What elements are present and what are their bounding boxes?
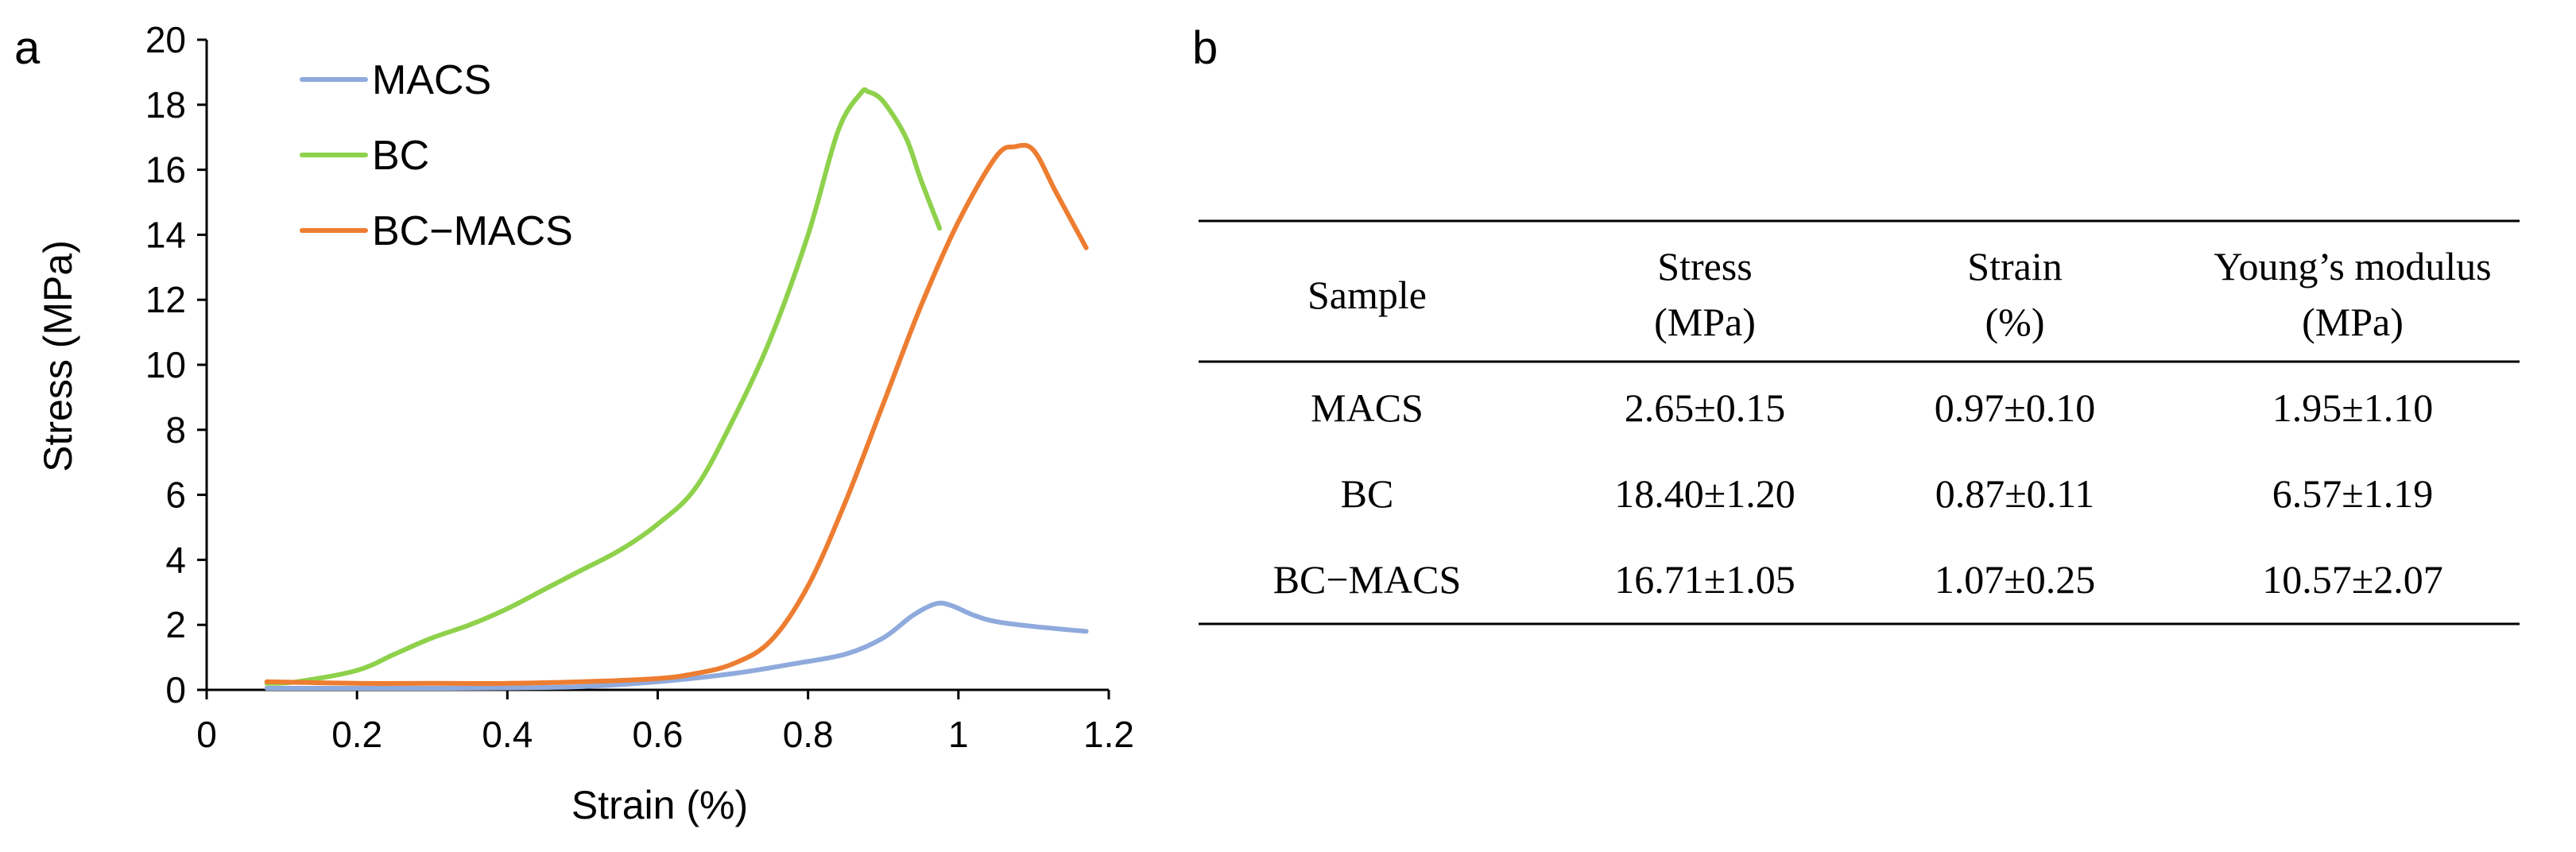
y-axis-ticks: 0 2 4 6 8 10 12 14 16 18 20 (145, 19, 207, 711)
x-tick-label: 0.2 (331, 714, 382, 755)
y-tick-label: 4 (165, 539, 186, 580)
header-sample: Sample (1307, 273, 1427, 317)
y-tick-label: 16 (145, 149, 186, 191)
panel-b-label: b (1192, 22, 1218, 74)
stress-strain-chart: 0 2 4 6 8 10 12 14 16 18 20 0 0.2 0.4 0.6 0.8 1 1.2 Stra… (36, 19, 1134, 827)
cell-stress: 18.40±1.20 (1614, 471, 1795, 516)
x-tick-label: 1 (948, 714, 969, 755)
cell-youngs-modulus: 1.95±1.10 (2272, 385, 2433, 430)
x-tick-label: 1.2 (1083, 714, 1134, 755)
series-line-bc-macs (264, 142, 1089, 686)
y-tick-label: 6 (165, 474, 186, 516)
x-tick-label: 0.6 (633, 714, 684, 755)
table-row: BC−MACS 16.71±1.05 1.07±0.25 10.57±2.07 (1273, 557, 2443, 602)
y-tick-label: 0 (165, 669, 186, 711)
legend-label-macs: MACS (372, 57, 491, 103)
x-axis-title: Strain (%) (571, 783, 748, 827)
x-tick-label: 0 (196, 714, 217, 755)
x-tick-label: 0.8 (783, 714, 834, 755)
cell-strain: 0.97±0.10 (1935, 385, 2095, 430)
header-stress: Stress (1657, 244, 1752, 289)
series-layer (264, 87, 1089, 691)
cell-sample: MACS (1311, 385, 1424, 430)
y-tick-label: 2 (165, 604, 186, 645)
table-header: Sample Stress (MPa) Strain (%) Young’s m… (1307, 244, 2492, 344)
header-youngs-modulus-unit: (MPa) (2302, 300, 2404, 344)
x-tick-label: 0.4 (482, 714, 533, 755)
legend: MACS BC BC−MACS (300, 57, 573, 254)
x-axis-ticks: 0 0.2 0.4 0.6 0.8 1 1.2 (196, 690, 1134, 755)
cell-strain: 0.87±0.11 (1935, 471, 2095, 516)
y-tick-label: 14 (145, 214, 186, 255)
cell-youngs-modulus: 10.57±2.07 (2262, 557, 2442, 602)
table-row: BC 18.40±1.20 0.87±0.11 6.57±1.19 (1341, 471, 2434, 516)
header-strain-unit: (%) (1985, 300, 2045, 344)
y-tick-label: 8 (165, 409, 186, 451)
cell-stress: 2.65±0.15 (1625, 385, 1785, 430)
header-stress-unit: (MPa) (1654, 300, 1756, 344)
cell-strain: 1.07±0.25 (1935, 557, 2095, 602)
y-axis-title: Stress (MPa) (36, 240, 80, 472)
panel-a-label: a (14, 22, 41, 74)
cell-sample: BC (1341, 471, 1394, 516)
series-line-bc (264, 87, 943, 686)
y-tick-label: 12 (145, 279, 186, 320)
properties-table: Sample Stress (MPa) Strain (%) Young’s m… (1199, 219, 2520, 625)
y-tick-label: 10 (145, 344, 186, 385)
y-tick-label: 20 (145, 19, 186, 60)
cell-sample: BC−MACS (1273, 557, 1462, 602)
header-strain: Strain (1967, 244, 2062, 289)
cell-stress: 16.71±1.05 (1614, 557, 1795, 602)
series-line-macs (264, 600, 1089, 691)
legend-label-bc: BC (372, 133, 429, 179)
legend-label-bc-macs: BC−MACS (372, 208, 573, 254)
y-tick-label: 18 (145, 84, 186, 126)
cell-youngs-modulus: 6.57±1.19 (2272, 471, 2433, 516)
table-row: MACS 2.65±0.15 0.97±0.10 1.95±1.10 (1311, 385, 2433, 430)
header-youngs-modulus: Young’s modulus (2214, 244, 2491, 289)
